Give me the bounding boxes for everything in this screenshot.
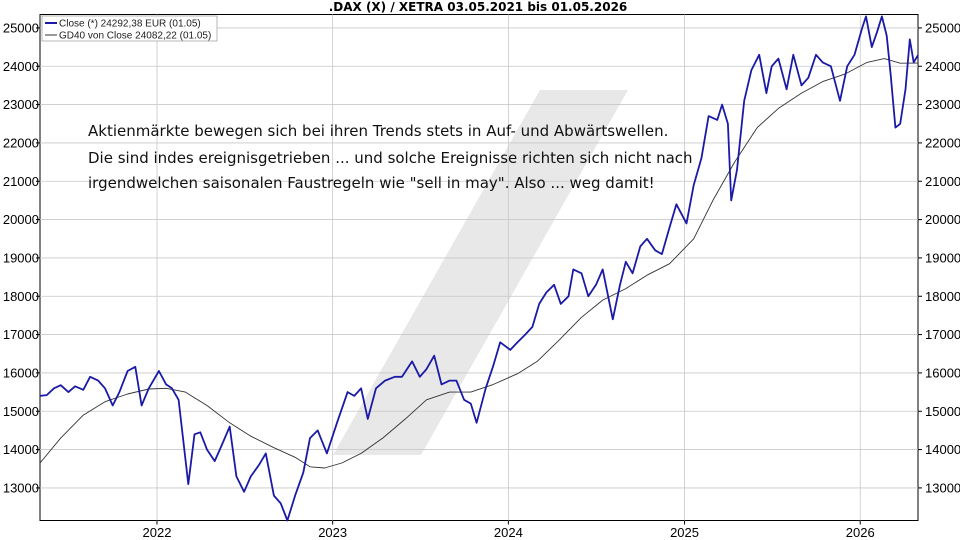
y-tick-label-left: 20000 (3, 212, 39, 227)
y-tick-label-left: 25000 (3, 20, 39, 35)
series-line-gd40 (39, 58, 919, 469)
y-tick-label-right: 14000 (925, 442, 960, 457)
y-tick-label-right: 15000 (925, 404, 960, 419)
annotation-line-2: Die sind indes ereignisgetrieben ... und… (88, 149, 693, 167)
y-tick-label-right: 13000 (925, 480, 960, 495)
y-tick-label-left: 16000 (3, 365, 39, 380)
y-tick-label-left: 19000 (3, 250, 39, 265)
chart-title: .DAX (X) / XETRA 03.05.2021 bis 01.05.20… (329, 0, 628, 14)
y-tick-label-right: 24000 (925, 59, 960, 74)
series-line-close (39, 15, 919, 522)
legend-box (41, 15, 218, 42)
x-tick-label: 2023 (318, 525, 347, 540)
y-tick-label-right: 25000 (925, 20, 960, 35)
y-tick-label-right: 21000 (925, 174, 960, 189)
x-tick-label: 2024 (494, 525, 523, 540)
y-tick-label-right: 18000 (925, 289, 960, 304)
annotation: Aktienmärkte bewegen sich bei ihren Tren… (88, 122, 693, 192)
y-tick-label-right: 23000 (925, 97, 960, 112)
x-tick-label: 2022 (143, 525, 172, 540)
y-tick-label-right: 20000 (925, 212, 960, 227)
y-tick-label-left: 24000 (3, 59, 39, 74)
y-tick-label-left: 17000 (3, 327, 39, 342)
annotation-line-3: irgendwelchen saisonalen Faustregeln wie… (88, 174, 655, 192)
y-axis-right: 13000 14000 15000 16000 17000 18000 19000 20000… (918, 20, 960, 495)
y-tick-label-left: 15000 (3, 404, 39, 419)
y-tick-label-left: 14000 (3, 442, 39, 457)
legend-label-close: Close (*) 24292,38 EUR (01.05) (59, 19, 201, 30)
y-tick-label-right: 17000 (925, 327, 960, 342)
y-tick-label-right: 19000 (925, 250, 960, 265)
y-tick-label-left: 13000 (3, 480, 39, 495)
y-tick-label-right: 16000 (925, 365, 960, 380)
legend-label-gd40: GD40 von Close 24082,22 (01.05) (59, 31, 211, 42)
y-axis-left: 13000 14000 15000 16000 17000 18000 19000 20000… (3, 20, 40, 495)
annotation-line-1: Aktienmärkte bewegen sich bei ihren Tren… (88, 122, 668, 140)
series-layer (39, 15, 919, 522)
legend: Close (*) 24292,38 EUR (01.05) GD40 von … (41, 15, 218, 42)
y-tick-label-left: 18000 (3, 289, 39, 304)
y-tick-label-left: 21000 (3, 174, 39, 189)
x-tick-label: 2025 (670, 525, 699, 540)
y-tick-label-left: 22000 (3, 135, 39, 150)
x-axis: 2022 2023 2024 2025 2026 (143, 520, 875, 540)
y-tick-label-right: 22000 (925, 135, 960, 150)
x-tick-label: 2026 (846, 525, 875, 540)
y-tick-label-left: 23000 (3, 97, 39, 112)
